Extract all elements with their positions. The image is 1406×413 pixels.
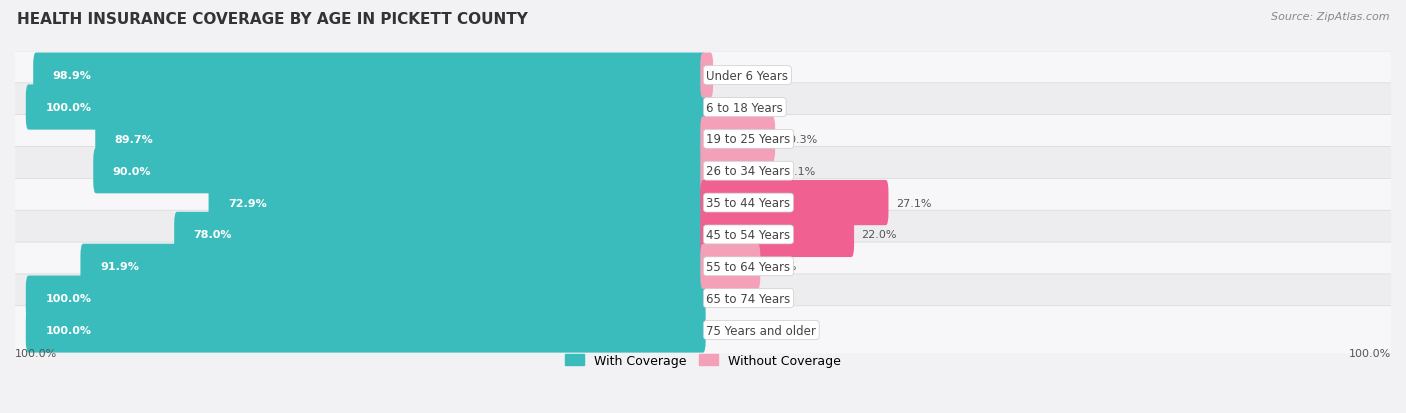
Text: 1.1%: 1.1% xyxy=(720,71,749,81)
Text: 100.0%: 100.0% xyxy=(15,348,58,358)
Text: 35 to 44 Years: 35 to 44 Years xyxy=(706,197,790,209)
Text: 75 Years and older: 75 Years and older xyxy=(706,324,817,337)
Text: 8.1%: 8.1% xyxy=(768,262,796,272)
FancyBboxPatch shape xyxy=(25,276,706,321)
Legend: With Coverage, Without Coverage: With Coverage, Without Coverage xyxy=(561,349,845,372)
Text: 0.0%: 0.0% xyxy=(713,103,741,113)
FancyBboxPatch shape xyxy=(174,212,706,257)
Text: 10.3%: 10.3% xyxy=(783,135,818,145)
Text: 100.0%: 100.0% xyxy=(45,103,91,113)
Text: Under 6 Years: Under 6 Years xyxy=(706,69,789,83)
Text: 0.0%: 0.0% xyxy=(713,325,741,335)
Text: 98.9%: 98.9% xyxy=(53,71,91,81)
FancyBboxPatch shape xyxy=(700,244,761,289)
Text: 91.9%: 91.9% xyxy=(100,262,139,272)
FancyBboxPatch shape xyxy=(13,83,1393,132)
FancyBboxPatch shape xyxy=(25,308,706,353)
Text: 65 to 74 Years: 65 to 74 Years xyxy=(706,292,790,305)
FancyBboxPatch shape xyxy=(80,244,706,289)
Text: 90.0%: 90.0% xyxy=(112,166,152,176)
Text: 89.7%: 89.7% xyxy=(115,135,153,145)
FancyBboxPatch shape xyxy=(13,179,1393,227)
FancyBboxPatch shape xyxy=(96,117,706,162)
Text: 10.1%: 10.1% xyxy=(782,166,817,176)
FancyBboxPatch shape xyxy=(700,117,775,162)
Text: 100.0%: 100.0% xyxy=(1348,348,1391,358)
Text: HEALTH INSURANCE COVERAGE BY AGE IN PICKETT COUNTY: HEALTH INSURANCE COVERAGE BY AGE IN PICK… xyxy=(17,12,527,27)
Text: 27.1%: 27.1% xyxy=(896,198,931,208)
FancyBboxPatch shape xyxy=(93,149,706,194)
FancyBboxPatch shape xyxy=(13,242,1393,291)
Text: 6 to 18 Years: 6 to 18 Years xyxy=(706,101,783,114)
FancyBboxPatch shape xyxy=(13,274,1393,323)
FancyBboxPatch shape xyxy=(13,147,1393,195)
FancyBboxPatch shape xyxy=(13,52,1393,100)
Text: Source: ZipAtlas.com: Source: ZipAtlas.com xyxy=(1271,12,1389,22)
FancyBboxPatch shape xyxy=(13,306,1393,354)
FancyBboxPatch shape xyxy=(700,212,853,257)
Text: 22.0%: 22.0% xyxy=(862,230,897,240)
Text: 0.0%: 0.0% xyxy=(713,294,741,304)
FancyBboxPatch shape xyxy=(34,53,706,99)
Text: 100.0%: 100.0% xyxy=(45,294,91,304)
Text: 45 to 54 Years: 45 to 54 Years xyxy=(706,228,790,241)
FancyBboxPatch shape xyxy=(13,115,1393,164)
Text: 19 to 25 Years: 19 to 25 Years xyxy=(706,133,790,146)
Text: 55 to 64 Years: 55 to 64 Years xyxy=(706,260,790,273)
FancyBboxPatch shape xyxy=(25,85,706,131)
Text: 100.0%: 100.0% xyxy=(45,325,91,335)
FancyBboxPatch shape xyxy=(13,211,1393,259)
FancyBboxPatch shape xyxy=(208,180,706,225)
Text: 78.0%: 78.0% xyxy=(194,230,232,240)
Text: 26 to 34 Years: 26 to 34 Years xyxy=(706,165,790,178)
FancyBboxPatch shape xyxy=(700,180,889,225)
FancyBboxPatch shape xyxy=(700,53,713,99)
FancyBboxPatch shape xyxy=(700,149,773,194)
Text: 72.9%: 72.9% xyxy=(228,198,267,208)
